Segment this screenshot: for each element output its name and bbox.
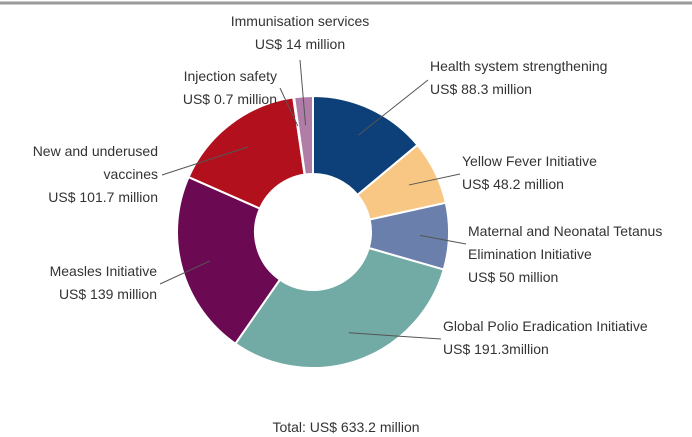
slice-label: Global Polio Eradication Initiative US$ 1… [443,315,683,361]
value-label: US$ 0.7 million [182,91,277,107]
leader-line [161,146,249,176]
value-label: US$ 139 million [58,286,157,302]
slice [234,246,445,369]
donut [176,94,450,369]
category-label: Immunisation services [230,13,370,29]
value-label: US$ 50 million [468,269,559,285]
value-label: US$ 191.3million [443,341,549,357]
value-label: US$ 101.7 million [48,189,158,205]
slice-label: Health system strengthening US$ 88.3 mill… [430,55,670,101]
leader-line [159,260,211,285]
leader-line [299,59,307,126]
slice-label: Injection safety US$ 0.7 million [60,65,277,111]
slice-label: Yellow Fever Initiative US$ 48.2 million [462,150,662,196]
slice-label: Measles Initiative US$ 139 million [0,260,157,306]
category-label: Maternal and Neonatal Tetanus Eliminatio… [468,223,663,262]
leader-lines [159,59,467,340]
category-label: New and underused vaccines [32,143,158,182]
category-label: Global Polio Eradication Initiative [443,318,648,334]
slice [293,94,314,176]
slice [187,96,306,210]
slice [176,175,282,346]
leader-line [358,79,429,136]
value-label: US$ 48.2 million [462,176,564,192]
leader-line [279,87,299,127]
category-label: Health system strengthening [430,58,608,74]
category-label: Yellow Fever Initiative [462,153,597,169]
total-label: Total: US$ 633.2 million [272,419,420,435]
leader-line [348,332,442,340]
value-label: US$ 14 million [254,36,346,52]
leader-line [408,173,461,186]
slice-label: Maternal and Neonatal Tetanus Eliminatio… [468,220,692,289]
leader-line [419,234,467,245]
slice-label: New and underused vaccines US$ 101.7 mill… [0,140,158,209]
category-label: Measles Initiative [49,263,157,279]
slice-label: Immunisation services US$ 14 million [200,10,400,56]
category-label: Injection safety [183,68,277,84]
value-label: US$ 88.3 million [430,81,532,97]
